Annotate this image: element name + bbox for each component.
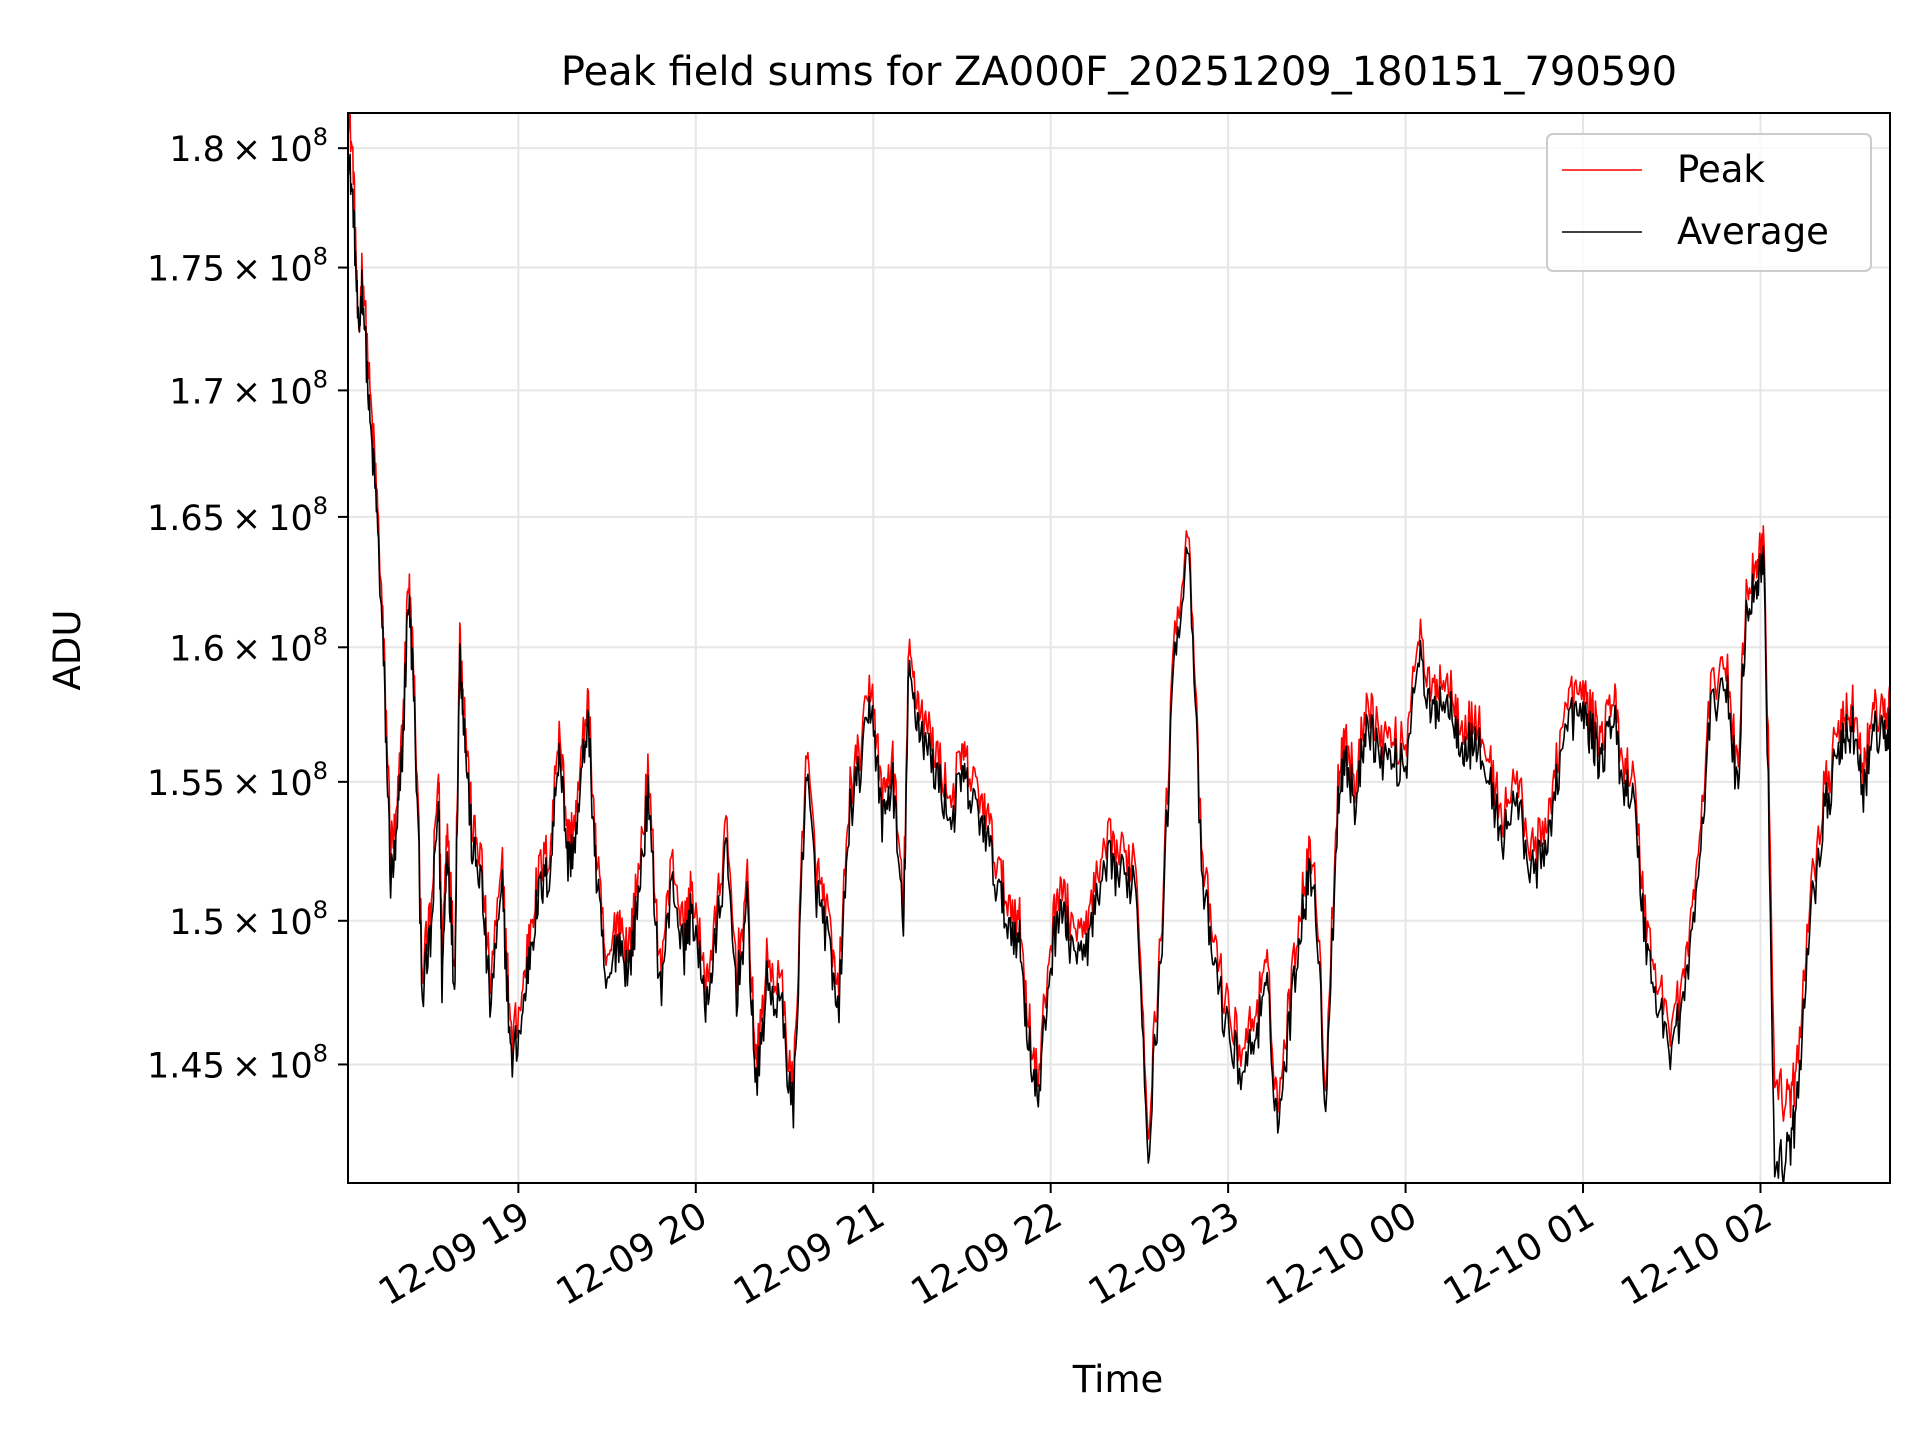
y-tick-label-1: 1.5 × 108 [169, 896, 328, 943]
legend-label-average: Average [1677, 210, 1829, 253]
y-tick-label-2: 1.55 × 108 [147, 757, 328, 804]
grid [348, 113, 1890, 1183]
series-line-average [348, 153, 1890, 1183]
y-tick-label-4: 1.65 × 108 [147, 492, 328, 539]
y-tick-label-7: 1.8 × 108 [169, 123, 328, 170]
legend: Peak Average [1546, 133, 1872, 272]
plot-lines [348, 113, 1890, 1183]
y-tick-label-5: 1.7 × 108 [169, 365, 328, 412]
y-tick-label-0: 1.45 × 108 [147, 1039, 328, 1086]
x-axis-label: Time [1072, 1358, 1164, 1401]
y-tick-label-6: 1.75 × 108 [147, 243, 328, 290]
chart-title: Peak field sums for ZA000F_20251209_1801… [561, 49, 1677, 95]
legend-label-peak: Peak [1677, 148, 1765, 191]
legend-box [1546, 133, 1872, 272]
y-tick-label-3: 1.6 × 108 [169, 622, 328, 669]
y-axis-label: ADU [46, 610, 89, 691]
